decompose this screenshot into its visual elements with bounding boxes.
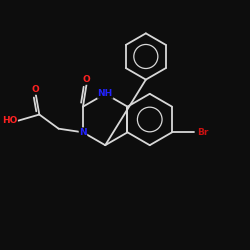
Text: N: N — [79, 128, 87, 137]
Text: HO: HO — [2, 116, 17, 125]
Text: O: O — [83, 75, 90, 84]
Text: NH: NH — [98, 89, 113, 98]
Text: O: O — [32, 85, 40, 94]
Text: Br: Br — [198, 128, 209, 137]
